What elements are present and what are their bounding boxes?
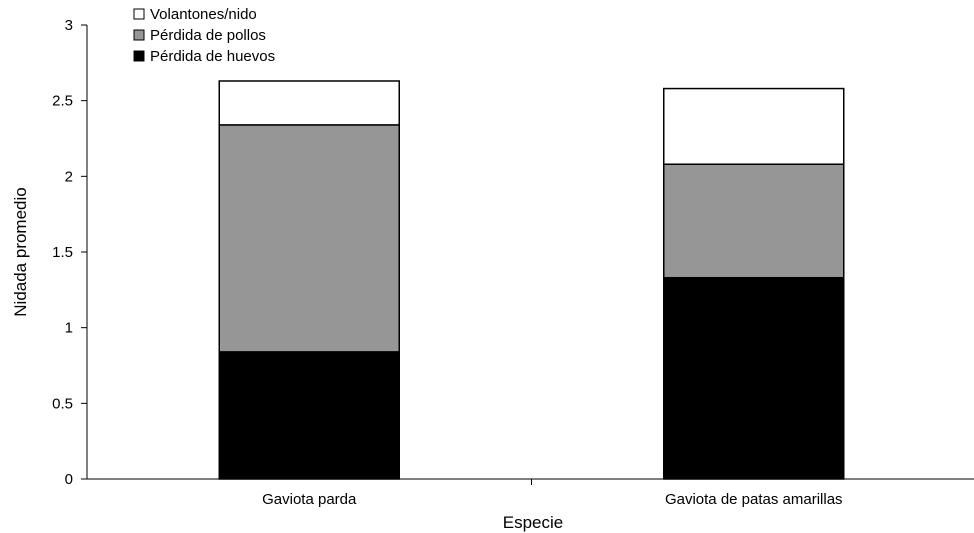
legend: Volantones/nido Pérdida de pollos Pérdida … — [133, 6, 275, 65]
legend-label: Volantones/nido — [150, 6, 257, 23]
x-axis-title: Especie — [503, 513, 563, 532]
y-tick-label: 2 — [65, 168, 73, 185]
bar-segment — [663, 87, 845, 165]
bar-segment — [663, 163, 845, 279]
x-axis: Gaviota parda Gaviota de patas amarillas — [87, 478, 974, 508]
legend-swatch — [133, 50, 145, 62]
y-axis: 0 0.5 1 1.5 2 2.5 3 — [52, 17, 88, 488]
legend-swatch — [133, 29, 145, 41]
y-axis-title: Nidada promedio — [11, 187, 30, 316]
y-tick-label: 0.5 — [52, 395, 73, 412]
y-tick-label: 1 — [65, 320, 73, 337]
legend-label: Pérdida de pollos — [150, 27, 266, 44]
legend-swatch — [133, 8, 145, 20]
y-tick-label: 1.5 — [52, 244, 73, 261]
bars — [218, 80, 845, 480]
x-category-label: Gaviota de patas amarillas — [665, 491, 843, 508]
bar-segment — [218, 124, 400, 353]
bar-segment — [663, 276, 845, 480]
x-category-label: Gaviota parda — [262, 491, 357, 508]
legend-label: Pérdida de huevos — [150, 48, 275, 65]
y-tick-label: 3 — [65, 17, 73, 34]
bar-segment — [218, 351, 400, 480]
y-tick-label: 0 — [65, 471, 73, 488]
y-tick-label: 2.5 — [52, 93, 73, 110]
bar-segment — [218, 80, 400, 126]
